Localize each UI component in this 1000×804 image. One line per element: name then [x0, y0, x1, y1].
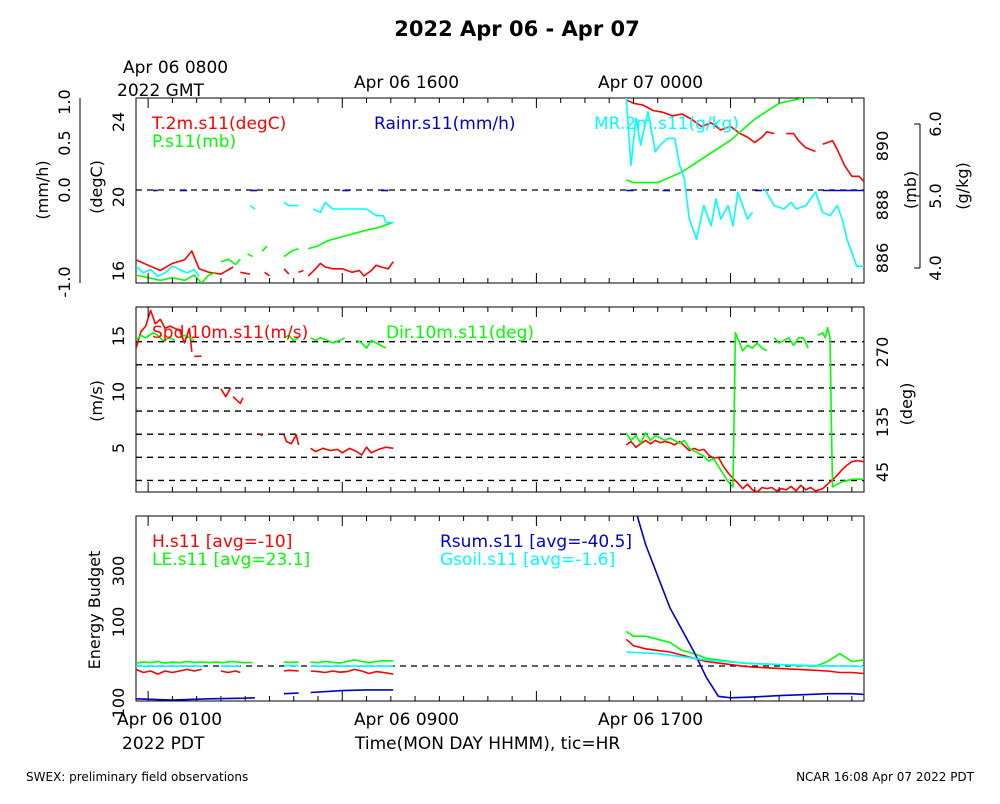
series-p-s11-segment-1 — [221, 259, 240, 264]
legend-temperature: T.2m.s11(degC) — [151, 114, 286, 134]
legend-sensible-heat: H.s11 [avg=-10] — [152, 532, 292, 552]
mr-tick-6: 6.0 — [926, 111, 945, 136]
series-spd-10m-s11-segment-7 — [626, 440, 864, 492]
series-t-2m-s11-segment-2 — [265, 272, 270, 276]
dir-tick-270: 270 — [873, 337, 892, 368]
legend-wind-speed: Spd.10m.s11(m/s) — [152, 323, 308, 343]
mr-axis-label: (g/kg) — [953, 162, 972, 209]
energy-axis-label: Energy Budget — [85, 551, 104, 670]
series-gsoil-s11-segment-4 — [626, 652, 864, 667]
panel-2-direction-reference-lines — [136, 342, 864, 481]
series-rsum-s11-segment-2 — [311, 690, 394, 693]
series-mr-2m-s11-segment-1 — [250, 206, 255, 209]
mr-tick-5: 5.0 — [926, 183, 945, 208]
legend-radiation-sum: Rsum.s11 [avg=-40.5] — [440, 532, 632, 552]
series-t-2m-s11-segment-8 — [823, 141, 864, 182]
bottom-time-label-pdt-1700: Apr 06 1700 — [598, 710, 703, 730]
top-time-label-gmt-0000: Apr 07 0000 — [598, 73, 703, 93]
series-t-2m-s11-segment-0 — [136, 251, 233, 274]
pres-tick-886: 886 — [873, 243, 892, 274]
bottom-time-label-pdt-0900: Apr 06 0900 — [354, 710, 459, 730]
temp-axis-label: (degC) — [87, 160, 106, 214]
series-spd-10m-s11-segment-5 — [284, 435, 299, 445]
series-h-s11-segment-2 — [284, 670, 299, 671]
series-p-s11-segment-2 — [248, 254, 253, 257]
series-dir-10m-s11-segment-6 — [774, 338, 808, 348]
rain-axis-label: (mm/h) — [33, 160, 52, 219]
panel-3-series — [136, 478, 864, 700]
panel-3: 100 100 300 Energy Budget H.s11 [avg=-10… — [85, 478, 864, 718]
temp-tick-24: 24 — [109, 112, 128, 132]
dir-axis-label: (deg) — [897, 383, 916, 426]
pres-tick-890: 890 — [873, 131, 892, 162]
series-dir-10m-s11-segment-5 — [626, 333, 767, 487]
energy-tick-100: 100 — [109, 607, 128, 638]
temp-tick-20: 20 — [109, 187, 128, 207]
energy-tick-300: 300 — [109, 556, 128, 587]
spd-axis-label: (m/s) — [87, 380, 106, 422]
spd-tick-5: 5 — [109, 443, 128, 453]
bottom-time-label-year-pdt: 2022 PDT — [122, 734, 205, 754]
series-mr-2m-s11-segment-3 — [313, 202, 393, 222]
x-axis-label: Time(MON DAY HHMM), tic=HR — [354, 734, 620, 754]
dir-tick-45: 45 — [873, 462, 892, 482]
series-rsum-s11-segment-1 — [284, 693, 299, 694]
legend-pressure: P.s11(mb) — [152, 132, 236, 152]
series-h-s11-segment-1 — [221, 671, 240, 673]
series-h-s11-segment-4 — [626, 639, 864, 673]
series-spd-10m-s11-segment-3 — [233, 397, 243, 404]
series-rsum-s11-segment-0 — [136, 698, 255, 700]
rain-tick-0: 0.0 — [55, 177, 74, 202]
rain-tick-1: 1.0 — [55, 89, 74, 114]
series-le-s11-segment-3 — [626, 631, 864, 666]
series-t-2m-s11-segment-1 — [240, 272, 250, 274]
top-time-label-gmt-0800: Apr 06 0800 — [123, 58, 228, 78]
legend-rain-rate: Rainr.s11(mm/h) — [374, 114, 516, 134]
legend-mixing-ratio: MR.2m.s11(g/kg) — [594, 114, 739, 134]
series-mr-2m-s11-segment-5 — [765, 189, 865, 266]
series-t-2m-s11-segment-3 — [284, 269, 289, 274]
panel-1: -1.0 0.0 0.5 1.0 (mm/h) 16 20 24 (degC) … — [33, 89, 972, 297]
series-le-s11-segment-0 — [136, 662, 253, 664]
series-t-2m-s11-segment-7 — [786, 134, 815, 152]
legend-latent-heat: LE.s11 [avg=23.1] — [152, 550, 310, 570]
rain-tick-05: 0.5 — [55, 130, 74, 155]
series-p-s11-segment-5 — [308, 222, 393, 248]
series-spd-10m-s11-segment-2 — [221, 388, 231, 397]
series-mr-2m-s11-segment-0 — [136, 266, 199, 276]
series-p-s11-segment-3 — [262, 246, 267, 251]
temp-tick-16: 16 — [109, 261, 128, 281]
spd-tick-15: 15 — [109, 326, 128, 346]
footer-right: NCAR 16:08 Apr 07 2022 PDT — [796, 770, 975, 784]
series-rsum-s11-segment-3 — [626, 478, 864, 698]
bottom-time-label-pdt-0100: Apr 06 0100 — [117, 710, 222, 730]
series-h-s11-segment-3 — [311, 669, 394, 674]
series-p-s11-segment-6 — [626, 95, 864, 182]
series-mr-2m-s11-segment-2 — [284, 202, 299, 205]
series-dir-10m-s11-segment-7 — [818, 328, 864, 487]
series-h-s11-segment-0 — [136, 669, 202, 674]
series-spd-10m-s11-segment-6 — [311, 447, 394, 455]
dir-tick-135: 135 — [873, 407, 892, 438]
mr-tick-4: 4.0 — [926, 255, 945, 280]
legend-soil-heat: Gsoil.s11 [avg=-1.6] — [440, 550, 615, 570]
footer-left: SWEX: preliminary field observations — [26, 770, 248, 784]
pres-tick-888: 888 — [873, 190, 892, 221]
chart-title: 2022 Apr 06 - Apr 07 — [394, 17, 639, 41]
spd-tick-10: 10 — [109, 382, 128, 402]
series-p-s11-segment-4 — [284, 249, 299, 257]
pres-axis-label: (mb) — [901, 171, 920, 209]
legend-wind-direction: Dir.10m.s11(deg) — [386, 323, 534, 343]
rain-tick-neg1: -1.0 — [55, 266, 74, 297]
panel-2: 5 10 15 (m/s) 45 135 270 (deg) Spd.10m.s… — [87, 307, 916, 492]
top-time-label-gmt-1600: Apr 06 1600 — [354, 73, 459, 93]
series-t-2m-s11-segment-5 — [308, 262, 393, 276]
series-t-2m-s11-segment-4 — [299, 271, 304, 273]
series-le-s11-segment-2 — [311, 660, 394, 663]
